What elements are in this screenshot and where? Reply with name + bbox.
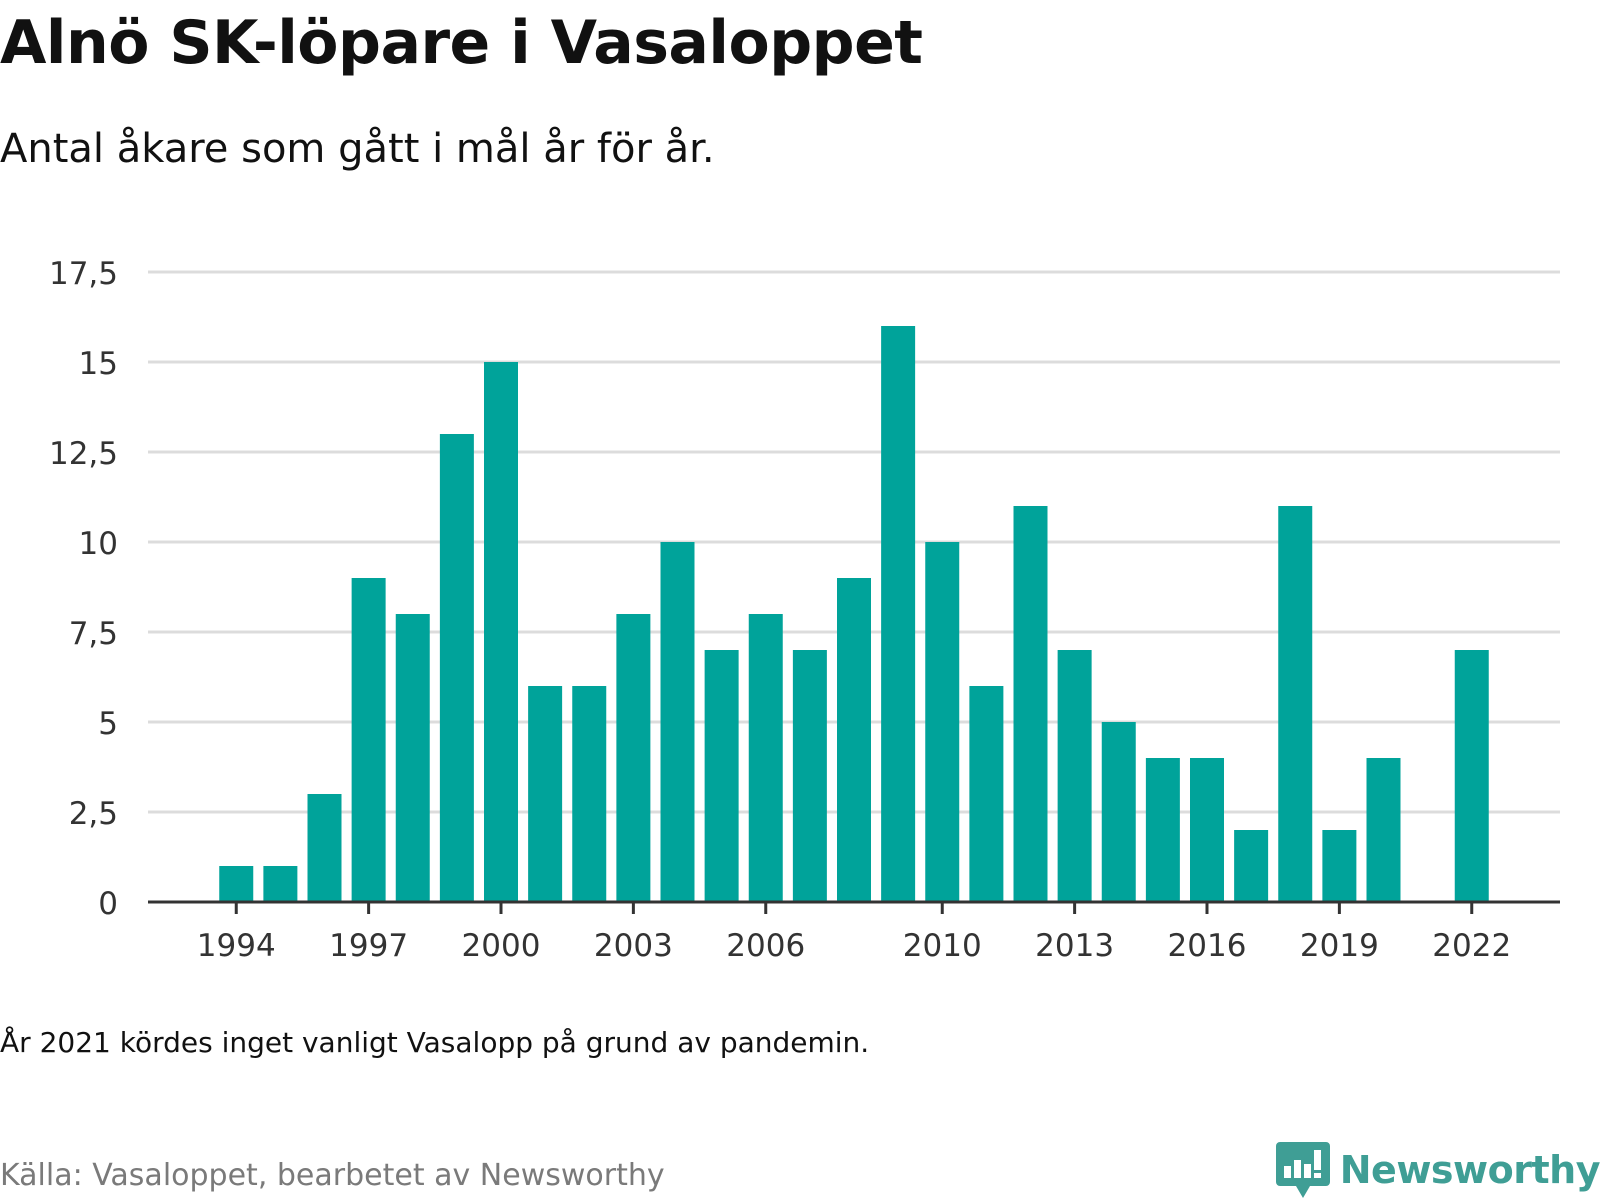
bar-2020 (1366, 758, 1401, 902)
y-tick-label: 2,5 (69, 796, 118, 832)
brand-logo: Newsworthy (1275, 1140, 1600, 1200)
bar-2005 (704, 650, 739, 902)
x-tick-label: 1994 (197, 928, 276, 964)
chart-footnote: År 2021 kördes inget vanligt Vasalopp på… (0, 1026, 870, 1059)
bar-2007 (792, 650, 827, 902)
bar-2017 (1234, 830, 1269, 902)
x-tick-label: 2013 (1035, 928, 1114, 964)
brand-name: Newsworthy (1339, 1148, 1600, 1192)
bar-2009 (881, 326, 916, 902)
bar-2000 (484, 362, 518, 902)
bar-2008 (837, 578, 871, 902)
bar-2011 (969, 686, 1004, 902)
x-tick-label: 2019 (1300, 928, 1379, 964)
bar-2010 (925, 542, 960, 902)
y-tick-label: 7,5 (69, 616, 118, 652)
bar-chart: 0 2,5 5 7,5 10 12,5 15 17,5 1994 1997 2000 2003 200… (49, 256, 1560, 964)
bar-2019 (1322, 830, 1357, 902)
y-tick-label: 0 (98, 886, 118, 922)
y-tick-label: 15 (79, 346, 118, 382)
bar-2003 (616, 614, 651, 902)
y-tick-label: 12,5 (49, 436, 118, 472)
x-tick-label: 2010 (903, 928, 982, 964)
bar-1997 (351, 578, 386, 902)
bar-1999 (439, 434, 474, 902)
newsworthy-logo-icon (1275, 1142, 1330, 1198)
bar-2006 (748, 614, 783, 902)
source-credit: Källa: Vasaloppet, bearbetet av Newswort… (0, 1158, 665, 1193)
y-tick-label: 5 (98, 706, 118, 742)
bar-2001 (528, 686, 563, 902)
x-tick-label: 2003 (594, 928, 673, 964)
bar-2004 (660, 542, 695, 902)
x-tick-label: 2006 (726, 928, 805, 964)
bar-2012 (1013, 506, 1048, 902)
bars (219, 326, 1489, 902)
chart-subtitle: Antal åkare som gått i mål år för år. (0, 126, 715, 172)
x-axis-labels: 1994 1997 2000 2003 2006 2010 2013 2016 2019 2022 (197, 928, 1511, 964)
bar-2018 (1278, 506, 1313, 902)
bar-1994 (219, 866, 254, 902)
bar-1996 (307, 794, 342, 902)
x-tick-label: 2022 (1432, 928, 1511, 964)
bar-1998 (395, 614, 430, 902)
y-tick-label: 10 (79, 526, 118, 562)
bar-2002 (572, 686, 607, 902)
bar-1995 (263, 866, 298, 902)
bar-2016 (1190, 758, 1224, 902)
y-tick-label: 17,5 (49, 256, 118, 292)
bar-2014 (1101, 722, 1136, 902)
chart-title: Alnö SK-löpare i Vasaloppet (0, 8, 923, 78)
x-tick-label: 2000 (462, 928, 541, 964)
bar-2015 (1145, 758, 1180, 902)
bar-2013 (1057, 650, 1092, 902)
y-axis-labels: 0 2,5 5 7,5 10 12,5 15 17,5 (49, 256, 118, 922)
bar-2022 (1454, 650, 1489, 902)
x-tick-label: 1997 (329, 928, 408, 964)
x-axis (148, 900, 1560, 914)
x-tick-label: 2016 (1168, 928, 1247, 964)
